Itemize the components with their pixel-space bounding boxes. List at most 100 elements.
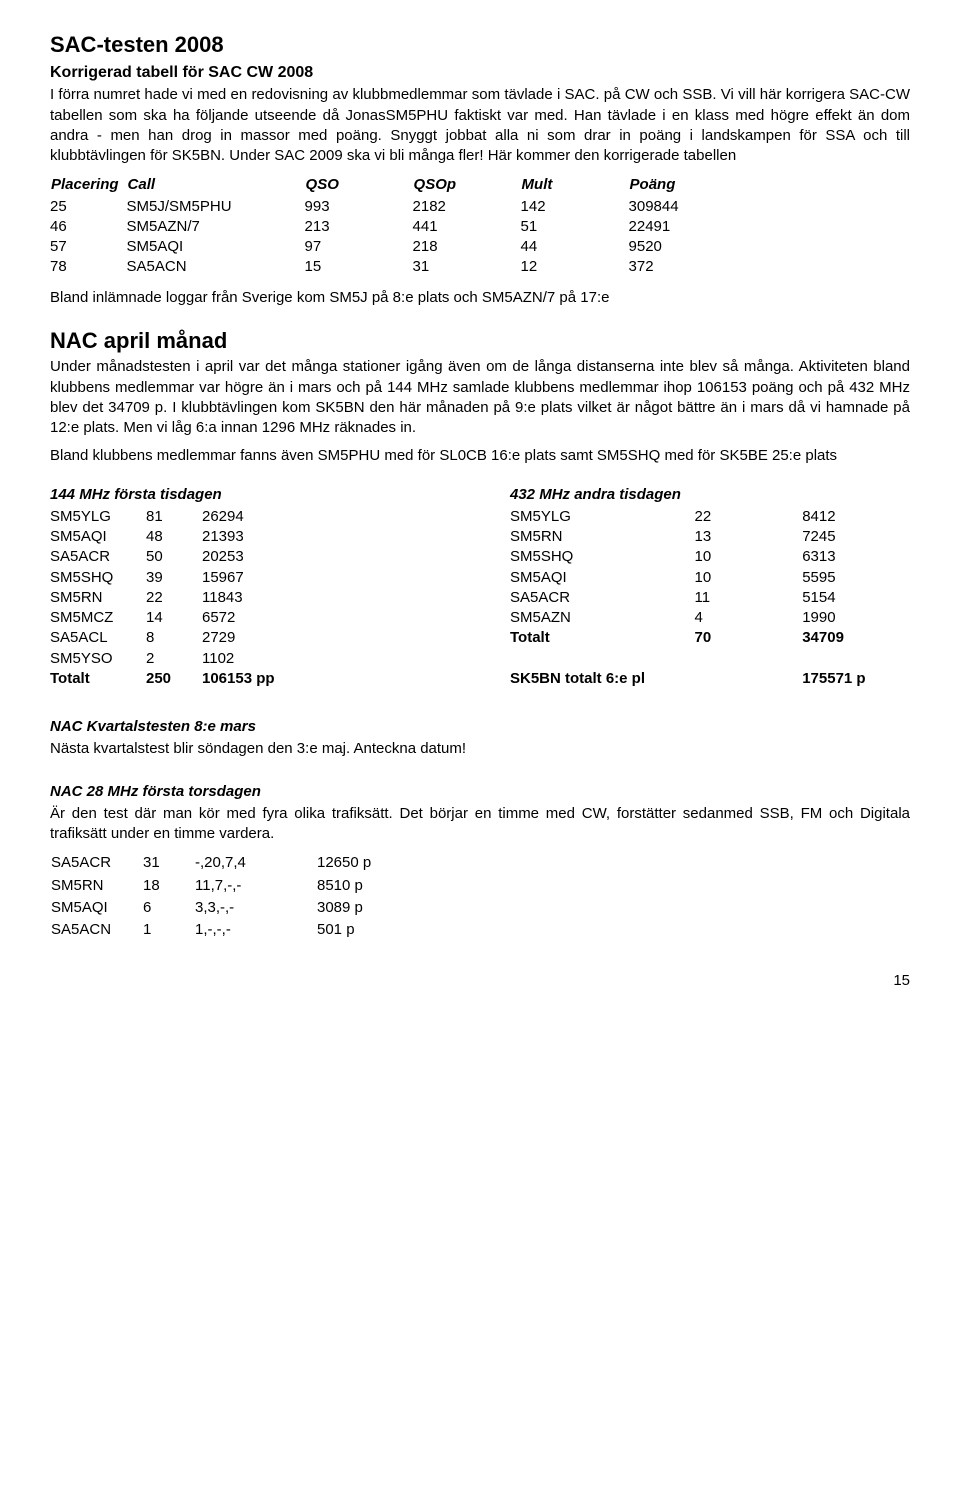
cell: 1990 bbox=[802, 608, 910, 628]
cell: 25 bbox=[50, 197, 127, 217]
cell: 8 bbox=[146, 628, 202, 648]
band-row: SM5YLG228412 bbox=[510, 507, 910, 527]
note-1: Bland inlämnade loggar från Sverige kom … bbox=[50, 288, 910, 308]
band-row: SA5ACR5020253 bbox=[50, 547, 450, 567]
cell: 26294 bbox=[202, 507, 450, 527]
cell: Totalt bbox=[50, 669, 146, 689]
cell: SM5AZN/7 bbox=[127, 217, 305, 237]
cell: 39 bbox=[146, 568, 202, 588]
cell: 12650 p bbox=[316, 852, 372, 874]
cell: 15 bbox=[305, 257, 413, 277]
band-row: SM5AQI4821393 bbox=[50, 527, 450, 547]
band-row: SM5RN137245 bbox=[510, 527, 910, 547]
two-column-bands: 144 MHz första tisdagen SM5YLG8126294 SM… bbox=[50, 475, 910, 690]
cell: SM5AZN bbox=[510, 608, 695, 628]
cell: 20253 bbox=[202, 547, 450, 567]
results-row: 25 SM5J/SM5PHU 993 2182 142 309844 bbox=[50, 197, 910, 217]
subhead-sac: Korrigerad tabell för SAC CW 2008 bbox=[50, 62, 910, 84]
band-432-total: Totalt7034709 bbox=[510, 628, 910, 648]
cell: 22 bbox=[695, 507, 803, 527]
results-row: 78 SA5ACN 15 31 12 372 bbox=[50, 257, 910, 277]
cell: 97 bbox=[305, 237, 413, 257]
cell: SM5YLG bbox=[50, 507, 146, 527]
cell: SM5SHQ bbox=[50, 568, 146, 588]
col-mult: Mult bbox=[521, 174, 629, 196]
cell: SM5MCZ bbox=[50, 608, 146, 628]
results-row: 46 SM5AZN/7 213 441 51 22491 bbox=[50, 217, 910, 237]
nac28-row: SM5AQI 6 3,3,-,- 3089 p bbox=[50, 897, 372, 919]
nac28-row: SA5ACN 1 1,-,-,- 501 p bbox=[50, 919, 372, 941]
results-table: Placering Call QSO QSOp Mult Poäng 25 SM… bbox=[50, 174, 910, 277]
band-432-head: 432 MHz andra tisdagen bbox=[510, 485, 910, 505]
cell: 3,3,-,- bbox=[194, 897, 316, 919]
band-144-table: SM5YLG8126294 SM5AQI4821393 SA5ACR502025… bbox=[50, 507, 450, 689]
cell: -,20,7,4 bbox=[194, 852, 316, 874]
kvartal-text: Nästa kvartalstest blir söndagen den 3:e… bbox=[50, 739, 910, 759]
cell: 441 bbox=[413, 217, 521, 237]
cell: SA5ACR bbox=[50, 852, 142, 874]
cell: 6572 bbox=[202, 608, 450, 628]
col-placering: Placering bbox=[50, 174, 127, 196]
cell: 250 bbox=[146, 669, 202, 689]
cell: SM5RN bbox=[50, 875, 142, 897]
cell: 51 bbox=[521, 217, 629, 237]
cell: Totalt bbox=[510, 628, 695, 648]
band-144-head: 144 MHz första tisdagen bbox=[50, 485, 450, 505]
cell: 218 bbox=[413, 237, 521, 257]
cell: SA5ACL bbox=[50, 628, 146, 648]
cell: SM5YSO bbox=[50, 649, 146, 669]
cell: 993 bbox=[305, 197, 413, 217]
cell: SM5J/SM5PHU bbox=[127, 197, 305, 217]
sk5bn-total-row: SK5BN totalt 6:e pl175571 p bbox=[510, 669, 910, 689]
cell: 46 bbox=[50, 217, 127, 237]
band-144-total: Totalt250106153 pp bbox=[50, 669, 450, 689]
cell: 2182 bbox=[413, 197, 521, 217]
results-header-row: Placering Call QSO QSOp Mult Poäng bbox=[50, 174, 910, 196]
cell: 44 bbox=[521, 237, 629, 257]
band-row: SM5YSO21102 bbox=[50, 649, 450, 669]
cell: 11843 bbox=[202, 588, 450, 608]
cell: 11,7,-,- bbox=[194, 875, 316, 897]
cell: 8412 bbox=[802, 507, 910, 527]
cell: SM5AQI bbox=[50, 527, 146, 547]
cell: 10 bbox=[695, 568, 803, 588]
band-row: SM5SHQ3915967 bbox=[50, 568, 450, 588]
cell: 18 bbox=[142, 875, 194, 897]
sk5bn-total-value: 175571 p bbox=[802, 669, 910, 689]
cell: 8510 p bbox=[316, 875, 372, 897]
col-call: Call bbox=[127, 174, 305, 196]
cell: SM5RN bbox=[50, 588, 146, 608]
band-row: SM5RN2211843 bbox=[50, 588, 450, 608]
nac-april-para-1: Under månadstesten i april var det många… bbox=[50, 357, 910, 438]
cell: 34709 bbox=[802, 628, 910, 648]
col-qsop: QSOp bbox=[413, 174, 521, 196]
cell: 5154 bbox=[802, 588, 910, 608]
cell: 9520 bbox=[629, 237, 910, 257]
cell: 5595 bbox=[802, 568, 910, 588]
cell: SM5AQI bbox=[127, 237, 305, 257]
cell: 11 bbox=[695, 588, 803, 608]
cell: 1 bbox=[142, 919, 194, 941]
band-row: SA5ACL82729 bbox=[50, 628, 450, 648]
nac28-row: SA5ACR 31 -,20,7,4 12650 p bbox=[50, 852, 372, 874]
cell: 7245 bbox=[802, 527, 910, 547]
cell: SM5AQI bbox=[50, 897, 142, 919]
cell: SA5ACR bbox=[510, 588, 695, 608]
cell: 78 bbox=[50, 257, 127, 277]
cell: 6313 bbox=[802, 547, 910, 567]
cell: 13 bbox=[695, 527, 803, 547]
band-432-table: SM5YLG228412 SM5RN137245 SM5SHQ106313 SM… bbox=[510, 507, 910, 689]
band-row: SA5ACR115154 bbox=[510, 588, 910, 608]
cell: 15967 bbox=[202, 568, 450, 588]
nac28-text: Är den test där man kör med fyra olika t… bbox=[50, 804, 910, 845]
section-title-nac-april: NAC april månad bbox=[50, 326, 910, 356]
cell: 372 bbox=[629, 257, 910, 277]
col-poang: Poäng bbox=[629, 174, 910, 196]
nac-april-para-2: Bland klubbens medlemmar fanns även SM5P… bbox=[50, 446, 910, 466]
nac28-table: SA5ACR 31 -,20,7,4 12650 p SM5RN 18 11,7… bbox=[50, 852, 372, 941]
cell: 57 bbox=[50, 237, 127, 257]
cell: 2 bbox=[146, 649, 202, 669]
cell: SA5ACR bbox=[50, 547, 146, 567]
cell: 21393 bbox=[202, 527, 450, 547]
sk5bn-total-label: SK5BN totalt 6:e pl bbox=[510, 669, 802, 689]
